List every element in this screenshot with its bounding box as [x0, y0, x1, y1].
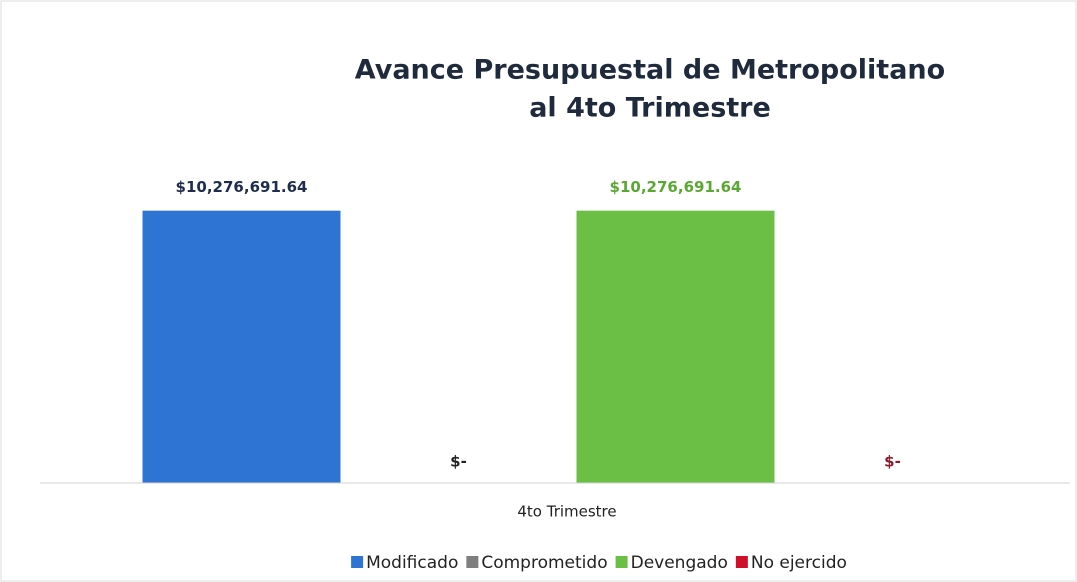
bar: [576, 210, 775, 484]
legend-label: Comprometido: [481, 553, 607, 573]
data-label: $-: [884, 453, 901, 471]
legend-label: Modificado: [366, 553, 458, 573]
data-label: $-: [450, 453, 467, 471]
legend-swatch: [351, 556, 364, 568]
chart-title: al 4to Trimestre: [529, 93, 771, 124]
x-tick-label: 4to Trimestre: [517, 503, 616, 521]
legend-swatch: [615, 556, 628, 568]
legend-label: Devengado: [631, 553, 728, 573]
data-label: $10,276,691.64: [610, 178, 742, 196]
bar: [142, 210, 341, 484]
data-label: $10,276,691.64: [176, 178, 308, 196]
chart-title: Avance Presupuestal de Metropolitano: [355, 55, 945, 86]
legend-swatch: [735, 556, 748, 568]
legend: Modificado Comprometido Devengado No ejerci…: [351, 553, 847, 573]
legend-label: No ejercido: [751, 553, 847, 573]
legend-swatch: [466, 556, 479, 568]
